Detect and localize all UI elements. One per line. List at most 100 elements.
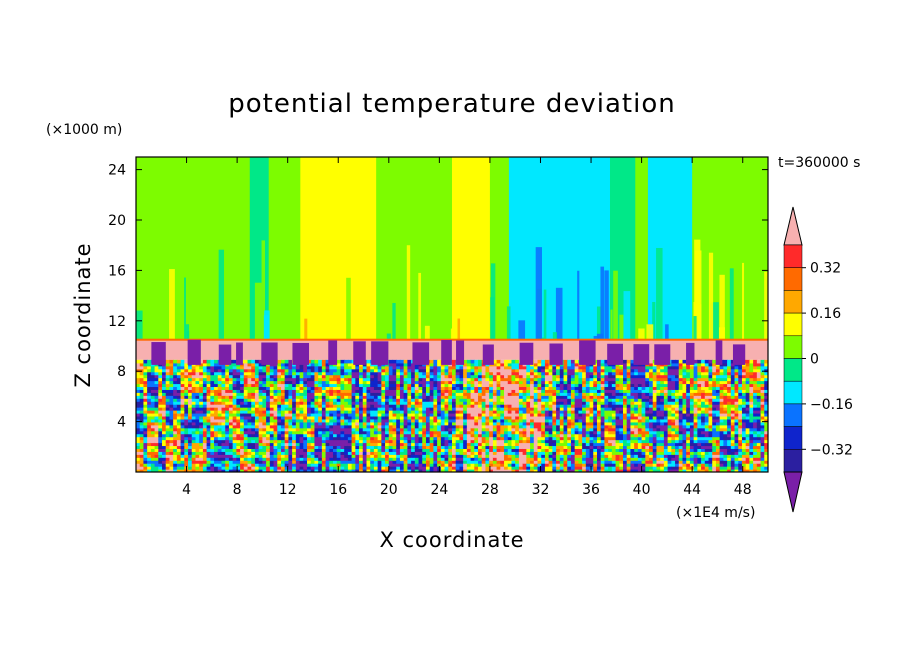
- field-cell: [292, 377, 297, 382]
- field-cell: [563, 395, 568, 399]
- field-cell: [362, 445, 368, 449]
- field-cell: [596, 451, 602, 455]
- field-cell: [399, 398, 405, 402]
- field-cell: [500, 410, 505, 414]
- field-cell: [381, 371, 386, 376]
- field-cell: [455, 407, 461, 411]
- field-cell: [269, 454, 275, 458]
- field-cell: [310, 374, 316, 379]
- field-cell: [433, 395, 438, 399]
- field-cell: [578, 368, 583, 373]
- field-cell: [611, 433, 617, 438]
- field-cell: [596, 362, 602, 367]
- field-cell: [362, 424, 368, 429]
- field-cell: [433, 451, 438, 455]
- field-cell: [496, 377, 501, 382]
- field-cell: [295, 415, 301, 420]
- field-cell: [202, 457, 208, 461]
- field-cell: [232, 377, 237, 382]
- field-cell: [162, 407, 167, 411]
- field-cell: [370, 407, 375, 411]
- field-cell: [195, 415, 200, 420]
- field-cell: [411, 424, 416, 429]
- field-cell: [615, 436, 620, 441]
- field-cell: [206, 427, 211, 432]
- field-cell: [600, 368, 606, 373]
- field-cell: [578, 448, 583, 452]
- field-cell: [589, 368, 594, 373]
- field-cell: [143, 442, 148, 447]
- field-cell: [418, 457, 423, 461]
- field-cell: [388, 463, 394, 467]
- field-cell: [489, 398, 494, 402]
- field-cell: [552, 365, 557, 370]
- field-cell: [318, 380, 323, 385]
- field-cell: [295, 374, 301, 379]
- field-cell: [388, 383, 394, 388]
- field-cell: [373, 427, 379, 432]
- field-cell: [321, 463, 327, 467]
- field-cell: [221, 365, 226, 370]
- field-cell: [418, 445, 423, 449]
- field-cell: [344, 362, 349, 367]
- field-cell: [474, 371, 479, 376]
- field-cell: [373, 463, 379, 467]
- field-cell: [150, 377, 156, 382]
- field-cell: [147, 436, 152, 441]
- field-cell: [251, 421, 256, 426]
- field-cell: [210, 427, 215, 432]
- field-cell: [556, 451, 561, 455]
- field-cell: [143, 469, 148, 472]
- field-cell: [530, 430, 535, 435]
- field-cell: [210, 433, 215, 438]
- field-cell: [582, 380, 587, 385]
- field-cell: [158, 371, 163, 376]
- field-cell: [221, 427, 226, 432]
- field-cell: [176, 404, 182, 408]
- field-cell: [288, 371, 293, 376]
- field-cell: [136, 463, 141, 467]
- field-cell: [136, 460, 141, 464]
- field-cell: [414, 457, 420, 461]
- field-cell: [307, 424, 312, 429]
- field-cell: [173, 424, 178, 429]
- field-cell: [344, 445, 349, 449]
- field-cell: [388, 410, 394, 414]
- field-cell: [552, 415, 557, 420]
- field-cell: [470, 374, 475, 379]
- field-cell: [548, 427, 553, 432]
- field-cell: [173, 380, 178, 385]
- field-cell: [608, 380, 613, 385]
- field-cell: [359, 368, 364, 373]
- field-cell: [388, 401, 394, 405]
- field-cell: [318, 359, 323, 364]
- field-cell: [136, 445, 141, 449]
- field-cell: [425, 439, 431, 444]
- field-cell: [574, 430, 579, 435]
- field-cell: [604, 460, 609, 464]
- field-cell: [303, 383, 308, 388]
- field-cell: [165, 395, 171, 399]
- field-cell: [154, 469, 159, 472]
- field-cell: [470, 469, 475, 472]
- field-cell: [280, 362, 286, 367]
- field-cell: [362, 442, 368, 447]
- field-cell: [411, 401, 416, 405]
- field-cell: [262, 466, 267, 470]
- field-cell: [541, 359, 546, 364]
- field-cell: [567, 430, 572, 435]
- field-cell: [377, 448, 382, 452]
- field-cell: [351, 365, 356, 370]
- field-cell: [541, 383, 546, 388]
- field-cell: [425, 454, 431, 458]
- field-cell: [474, 395, 479, 399]
- field-cell: [537, 377, 542, 382]
- field-cell: [496, 374, 501, 379]
- field-cell: [310, 445, 316, 449]
- field-cell: [150, 401, 156, 405]
- field-cell: [548, 415, 553, 420]
- field-cell: [437, 410, 442, 414]
- field-cell: [507, 466, 513, 470]
- field-cell: [284, 377, 290, 382]
- field-cell: [165, 371, 171, 376]
